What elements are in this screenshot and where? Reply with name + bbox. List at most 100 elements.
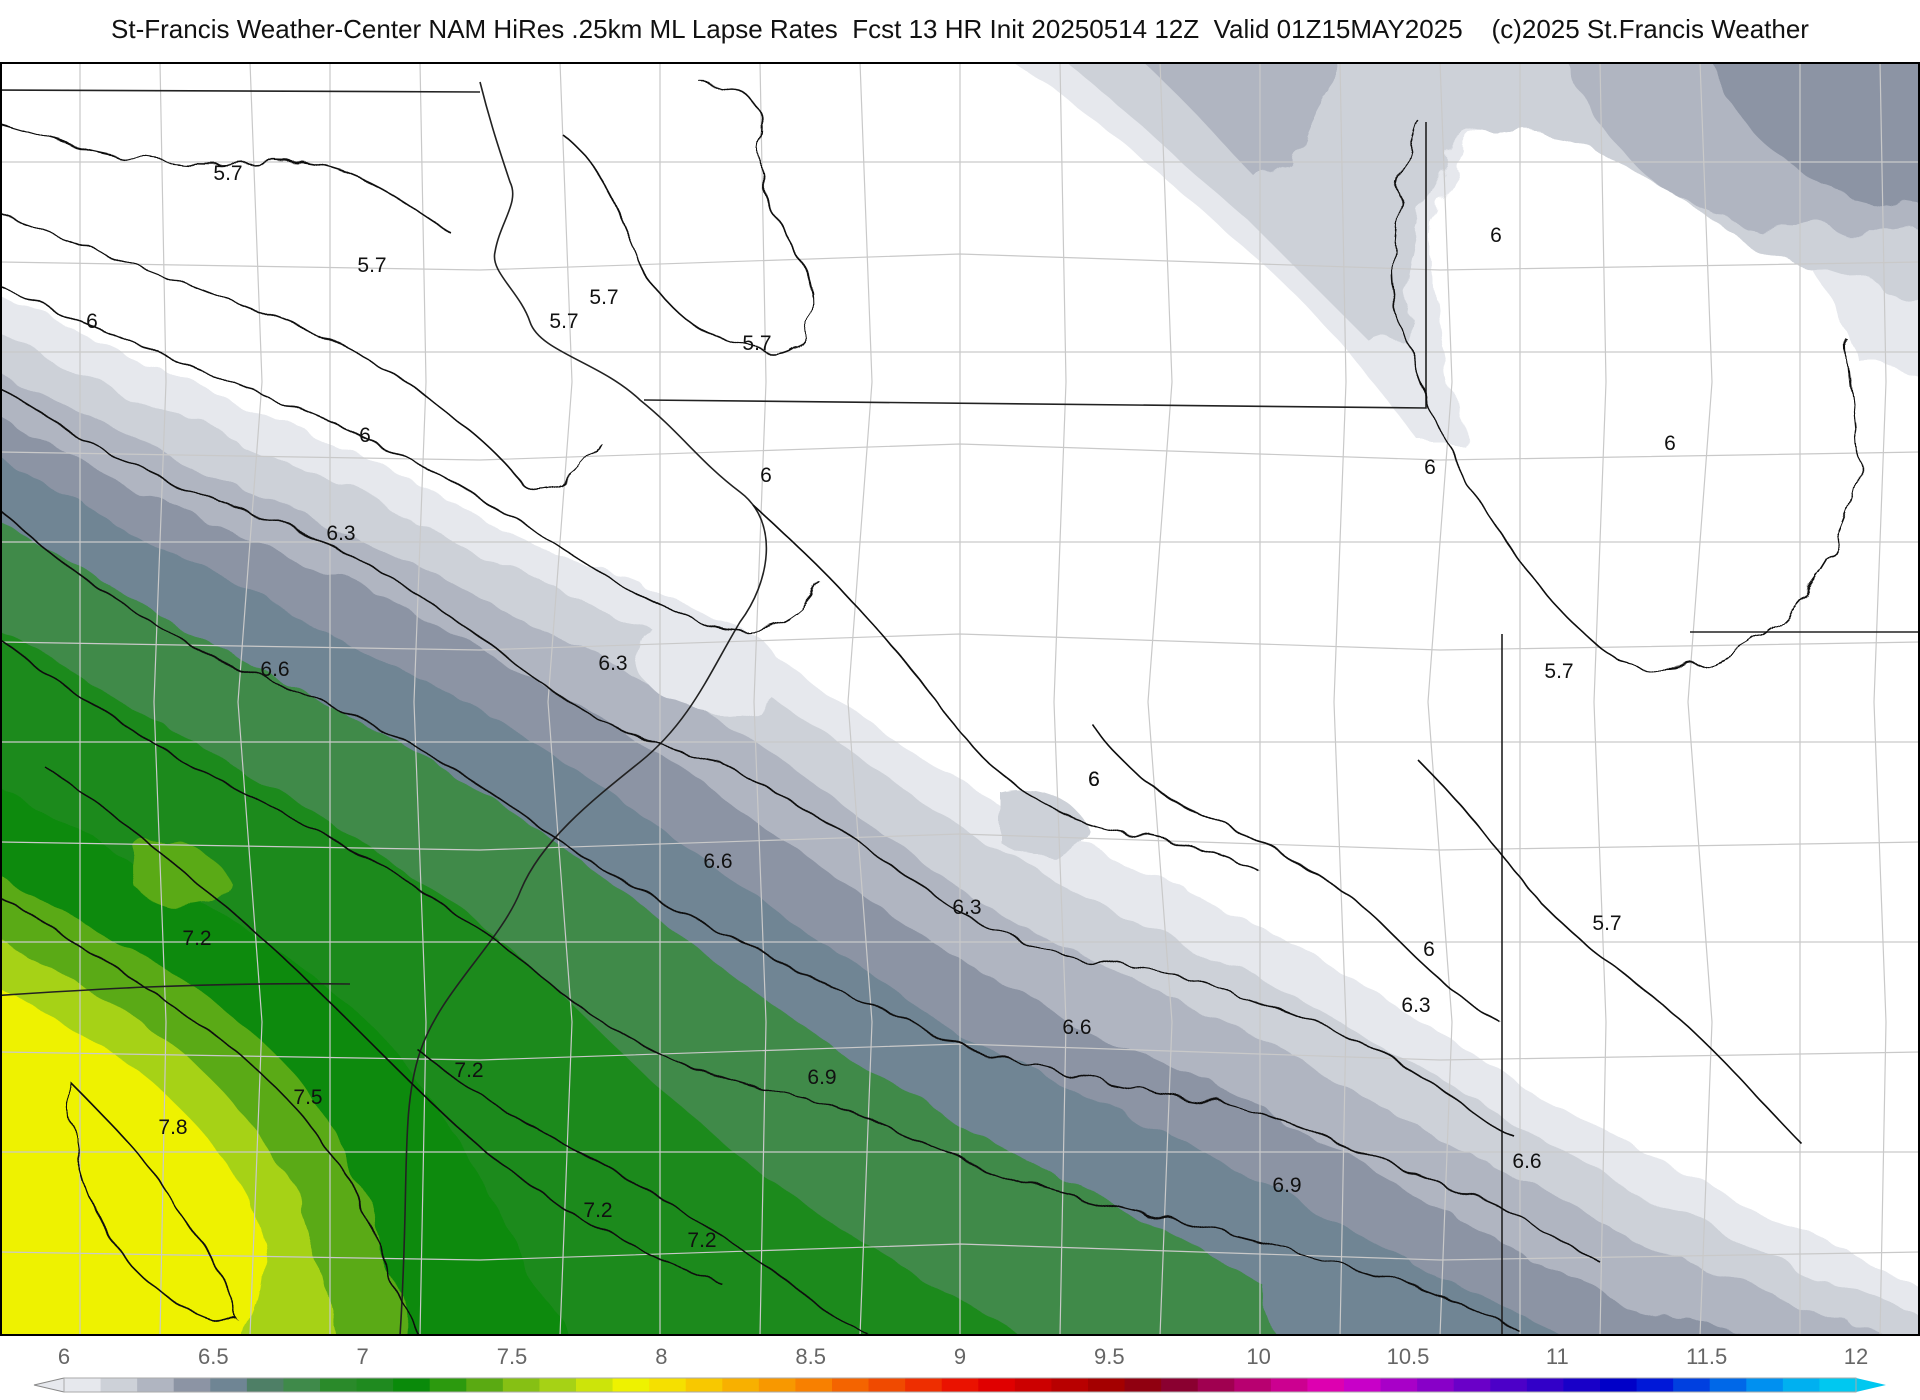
colorbar-tick-label: 7.5 [497, 1344, 528, 1369]
contour-5-7-se [1419, 761, 1801, 1143]
contour-7-8 [69, 1080, 242, 1323]
colorbar-swatch [100, 1378, 138, 1392]
colorbar-swatch [173, 1378, 211, 1392]
colorbar-swatch [320, 1378, 358, 1392]
county-line [1147, 63, 1173, 1335]
county-line [1427, 63, 1453, 1335]
colorbar-swatch [1270, 1378, 1309, 1392]
colorbar-swatch [1526, 1378, 1565, 1392]
colorbar-tick-label: 8.5 [795, 1344, 826, 1369]
contour-label: 7.2 [454, 1059, 483, 1082]
contour-label: 7.2 [182, 927, 211, 950]
colorbar-swatch [539, 1378, 577, 1392]
contour-6-a [1, 285, 821, 631]
county-line [547, 63, 573, 1335]
colorbar-swatch [393, 1378, 431, 1392]
colorbar-swatch [832, 1378, 870, 1392]
colorbar-swatch [246, 1378, 285, 1392]
ne-band-6-4 [1144, 63, 1919, 230]
colorbar-swatch [1051, 1378, 1089, 1392]
contour-label: 6 [1490, 224, 1502, 247]
colorbar-swatch [941, 1378, 979, 1392]
contour-label: 6 [1664, 432, 1676, 455]
colorbar-swatch [466, 1378, 504, 1392]
contour-label: 5.7 [357, 254, 386, 277]
colorbar-tick-label: 10.5 [1387, 1344, 1430, 1369]
colorbar-swatch [1709, 1378, 1747, 1392]
contour-label: 6.9 [1272, 1174, 1301, 1197]
colorbar-swatch [1600, 1378, 1638, 1392]
contour-label: 6.3 [952, 896, 981, 919]
colorbar: 6 6.5 7 7.5 8 8.5 9 9.5 10 10.5 11 11.5 12 [33, 1344, 1886, 1393]
contour-6-c [1089, 721, 1501, 1023]
colorbar-swatch [64, 1378, 102, 1392]
contour-label: 6 [359, 424, 371, 447]
colorbar-swatch [795, 1378, 833, 1392]
colorbar-swatch [649, 1378, 687, 1392]
contour-label: 6 [1088, 768, 1100, 791]
county-line [847, 63, 873, 1335]
county-line [1593, 63, 1607, 1335]
contour-7-2-a [39, 761, 721, 1283]
northeast-lapse-fill [1013, 63, 1919, 442]
colorbar-tick-label: 7 [357, 1344, 369, 1369]
contour-6-6-a [1, 510, 741, 943]
contour-6-9-a [1, 639, 821, 1103]
colorbar-tick-label: 6.5 [198, 1344, 229, 1369]
ne-band-6-6 [1708, 63, 1919, 205]
colorbar-tick-label: 11 [1546, 1344, 1569, 1369]
colorbar-swatch [1782, 1378, 1821, 1392]
colorbar-swatch [576, 1378, 614, 1392]
colorbar-swatch [1673, 1378, 1711, 1392]
colorbar-tick-label: 9 [954, 1344, 966, 1369]
contour-label: 6 [1088, 768, 1100, 791]
contour-label: 6.3 [598, 652, 627, 675]
contour-label: 5.7 [742, 332, 771, 355]
colorbar-swatch [210, 1378, 248, 1392]
colorbar-swatch [1088, 1378, 1126, 1392]
state-line-south [1, 982, 351, 997]
colorbar-swatches [33, 1377, 1886, 1393]
colorbar-swatch [1380, 1378, 1418, 1392]
colorbar-swatch [1344, 1378, 1382, 1392]
colorbar-tick-label: 6 [58, 1344, 70, 1369]
colorbar-swatch [978, 1378, 1016, 1392]
county-line [413, 63, 427, 1335]
contour-7-2-b [419, 1051, 870, 1335]
colorbar-swatch [1636, 1378, 1674, 1392]
county-line [1, 443, 1919, 461]
contour-6-6-b [739, 941, 1601, 1263]
county-line [237, 63, 263, 1335]
contour-label: 5.7 [549, 310, 578, 333]
colorbar-swatch [1417, 1378, 1455, 1392]
state-line-river [399, 81, 768, 1335]
colorbar-max-arrow [1856, 1378, 1886, 1392]
contour-6-9-b [819, 1101, 1521, 1333]
colorbar-tick-label: 11.5 [1686, 1344, 1727, 1369]
contour-label: 6.6 [1062, 1016, 1091, 1039]
lapse-rate-map: 5.75.75.75.75.75.75.76666666666.36.36.36… [0, 62, 1920, 1336]
contour-6-3-a [1, 388, 721, 763]
colorbar-swatch [722, 1378, 760, 1392]
contour-label: 6.9 [807, 1066, 836, 1089]
contour-labels: 5.75.75.75.75.75.75.76666666666.36.36.36… [86, 162, 1676, 1252]
contour-label: 6 [1424, 456, 1436, 479]
contour-6-3-b [719, 761, 1521, 1143]
colorbar-swatch [1746, 1378, 1784, 1392]
colorbar-swatch [1124, 1378, 1162, 1392]
contour-label: 6.6 [1512, 1150, 1541, 1173]
state-line-ne-top [1, 89, 481, 93]
colorbar-outline [63, 1377, 1857, 1393]
contour-label: 6.3 [326, 522, 355, 545]
contour-label: 6 [1423, 938, 1435, 961]
contour-label: 5.7 [213, 162, 242, 185]
colorbar-swatch [685, 1378, 723, 1392]
contour-label: 6.3 [1401, 994, 1430, 1017]
county-line [1053, 63, 1067, 1335]
colorbar-ticks: 6 6.5 7 7.5 8 8.5 9 9.5 10 10.5 11 11.5 12 [58, 1344, 1868, 1369]
colorbar-swatch [1014, 1378, 1053, 1392]
colorbar-swatch [1453, 1378, 1491, 1392]
county-line [1873, 63, 1887, 1335]
contour-5-7-c [559, 81, 814, 355]
state-line-ne-ks [643, 122, 1427, 409]
